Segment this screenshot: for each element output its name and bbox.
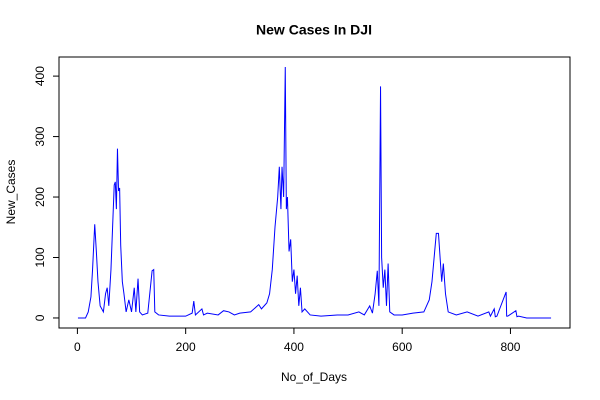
- y-tick-label: 400: [33, 66, 47, 86]
- plot-box: [58, 56, 571, 329]
- x-tick-label: 400: [284, 340, 304, 354]
- x-tick-label: 800: [500, 340, 520, 354]
- x-axis-label: No_of_Days: [281, 370, 347, 384]
- y-tick-label: 200: [33, 187, 47, 207]
- x-tick-label: 200: [176, 340, 196, 354]
- data-line: [77, 67, 552, 319]
- y-tick-label: 100: [33, 247, 47, 267]
- y-tick-label: 0: [33, 314, 47, 321]
- x-tick-label: 600: [392, 340, 412, 354]
- y-tick-label: 300: [33, 126, 47, 146]
- chart-title: New Cases In DJI: [256, 22, 372, 38]
- x-tick-label: 0: [74, 340, 81, 354]
- y-axis-label: New_Cases: [4, 160, 18, 225]
